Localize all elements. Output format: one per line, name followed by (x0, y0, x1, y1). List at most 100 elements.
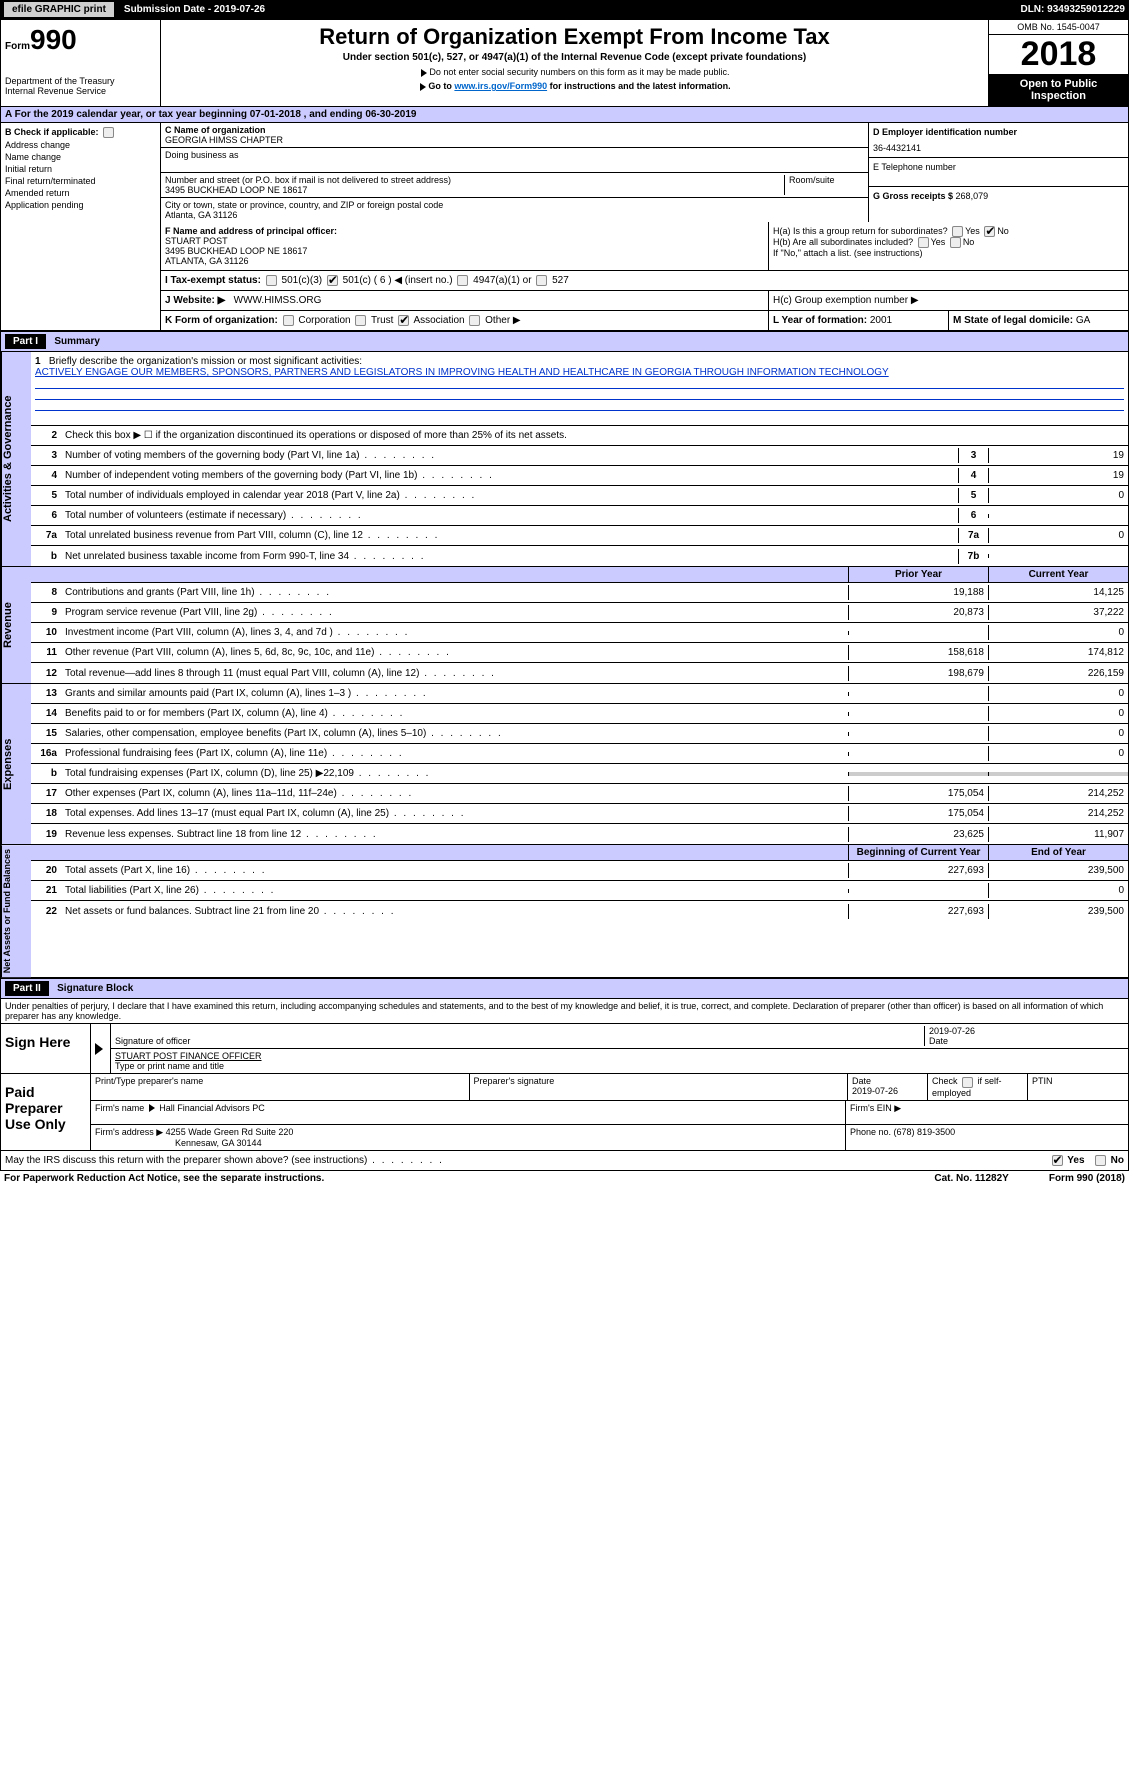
gov-line: 5Total number of individuals employed in… (31, 486, 1128, 506)
header-center: Return of Organization Exempt From Incom… (161, 20, 988, 106)
opt-name: Name change (5, 152, 156, 162)
gov-line: 7aTotal unrelated business revenue from … (31, 526, 1128, 546)
checkbox-icon[interactable] (355, 315, 366, 326)
submission-date: Submission Date - 2019-07-26 (124, 4, 265, 15)
room-suite: Room/suite (784, 175, 864, 195)
sign-here-row: Sign Here Signature of officer 2019-07-2… (1, 1024, 1128, 1074)
data-line: 17Other expenses (Part IX, column (A), l… (31, 784, 1128, 804)
checkbox-checked-icon[interactable] (1052, 1155, 1063, 1166)
tax-year: 2018 (989, 35, 1128, 74)
opt-pending: Application pending (5, 200, 156, 210)
dln-label: DLN: 93493259012229 (1020, 4, 1125, 15)
preparer-row: Paid Preparer Use Only Print/Type prepar… (1, 1074, 1128, 1149)
box-h: H(a) Is this a group return for subordin… (768, 222, 1128, 270)
checkbox-checked-icon[interactable] (398, 315, 409, 326)
sign-content: Signature of officer 2019-07-26Date STUA… (111, 1024, 1128, 1073)
box-lm: L Year of formation: 2001 M State of leg… (768, 311, 1128, 330)
sig-name-line: STUART POST FINANCE OFFICERType or print… (111, 1049, 1128, 1073)
irs-label: Internal Revenue Service (5, 86, 156, 96)
box-c-name: C Name of organizationGEORGIA HIMSS CHAP… (161, 123, 868, 148)
pra-notice: For Paperwork Reduction Act Notice, see … (4, 1173, 324, 1184)
vtab-governance: Activities & Governance (1, 352, 31, 566)
row-k: K Form of organization: Corporation Trus… (161, 311, 1128, 330)
row-f: F Name and address of principal officer:… (161, 222, 1128, 271)
ssn-note: Do not enter social security numbers on … (165, 67, 984, 77)
prep-header-row: Print/Type preparer's name Preparer's si… (91, 1074, 1128, 1100)
col-deg: D Employer identification number36-44321… (868, 123, 1128, 222)
period-row: A For the 2019 calendar year, or tax yea… (0, 107, 1129, 123)
checkbox-checked-icon[interactable] (984, 226, 995, 237)
arrow-icon (421, 69, 427, 77)
opt-initial: Initial return (5, 164, 156, 174)
vtab-netassets: Net Assets or Fund Balances (1, 845, 31, 977)
data-line: 11Other revenue (Part VIII, column (A), … (31, 643, 1128, 663)
opt-address: Address change (5, 140, 156, 150)
box-c-dba: Doing business as (161, 148, 868, 173)
arrow-icon (95, 1043, 103, 1055)
data-line: bTotal fundraising expenses (Part IX, co… (31, 764, 1128, 784)
box-m: M State of legal domicile: GA (949, 311, 1128, 330)
h-b: H(b) Are all subordinates included? Yes … (773, 237, 1124, 248)
checkbox-icon[interactable] (469, 315, 480, 326)
signature-block: Sign Here Signature of officer 2019-07-2… (0, 1024, 1129, 1150)
cat-no: Cat. No. 11282Y (934, 1173, 1008, 1184)
box-k: K Form of organization: Corporation Trus… (161, 311, 768, 330)
row-j: J Website: ▶ WWW.HIMSS.ORG H(c) Group ex… (161, 291, 1128, 311)
form-subtitle: Under section 501(c), 527, or 4947(a)(1)… (165, 52, 984, 63)
data-line: 10Investment income (Part VIII, column (… (31, 623, 1128, 643)
form-header: Form990 Department of the Treasury Inter… (0, 19, 1129, 107)
gov-line: 2Check this box ▶ ☐ if the organization … (31, 426, 1128, 446)
data-line: 20Total assets (Part X, line 16)227,6932… (31, 861, 1128, 881)
box-j: J Website: ▶ WWW.HIMSS.ORG (161, 291, 768, 310)
rev-header: Prior YearCurrent Year (31, 567, 1128, 583)
box-e: E Telephone number (869, 158, 1128, 187)
checkbox-icon[interactable] (950, 237, 961, 248)
header-right: OMB No. 1545-0047 2018 Open to Public In… (988, 20, 1128, 106)
data-line: 18Total expenses. Add lines 13–17 (must … (31, 804, 1128, 824)
box-c-city: City or town, state or province, country… (161, 198, 868, 222)
part1-header: Part I Summary (0, 331, 1129, 352)
checkbox-icon[interactable] (536, 275, 547, 286)
checkbox-icon[interactable] (457, 275, 468, 286)
na-lines: Beginning of Current YearEnd of Year 20T… (31, 845, 1128, 977)
checkbox-checked-icon[interactable] (327, 275, 338, 286)
row-i: I Tax-exempt status: 501(c)(3) 501(c) ( … (161, 271, 1128, 291)
data-line: 8Contributions and grants (Part VIII, li… (31, 583, 1128, 603)
box-d: D Employer identification number36-44321… (869, 123, 1128, 158)
box-g: G Gross receipts $ 268,079 (869, 187, 1128, 205)
box-l: L Year of formation: 2001 (769, 311, 949, 330)
vtab-expenses: Expenses (1, 684, 31, 844)
omb-number: OMB No. 1545-0047 (989, 20, 1128, 35)
checkbox-icon[interactable] (1095, 1155, 1106, 1166)
checkbox-icon[interactable] (918, 237, 929, 248)
form990-link[interactable]: www.irs.gov/Form990 (454, 81, 547, 91)
preparer-label: Paid Preparer Use Only (1, 1074, 91, 1149)
mission-block: 1 Briefly describe the organization's mi… (31, 352, 1128, 426)
gov-lines: 1 Briefly describe the organization's mi… (31, 352, 1128, 566)
prep-firm-row: Firm's name Hall Financial Advisors PC F… (91, 1101, 1128, 1125)
gov-line: bNet unrelated business taxable income f… (31, 546, 1128, 566)
form-ref: Form 990 (2018) (1049, 1173, 1125, 1184)
col-b: B Check if applicable: Address change Na… (1, 123, 161, 330)
section-governance: Activities & Governance 1 Briefly descri… (0, 352, 1129, 567)
sign-here-label: Sign Here (1, 1024, 91, 1073)
checkbox-icon[interactable] (283, 315, 294, 326)
na-header: Beginning of Current YearEnd of Year (31, 845, 1128, 861)
checkbox-icon[interactable] (962, 1077, 973, 1088)
mission-text: ACTIVELY ENGAGE OUR MEMBERS, SPONSORS, P… (35, 367, 889, 378)
open-public-badge: Open to Public Inspection (989, 74, 1128, 106)
form-title: Return of Organization Exempt From Incom… (165, 24, 984, 50)
checkbox-icon[interactable] (952, 226, 963, 237)
opt-amended: Amended return (5, 188, 156, 198)
top-bar: efile GRAPHIC print Submission Date - 20… (0, 0, 1129, 19)
data-line: 12Total revenue—add lines 8 through 11 (… (31, 663, 1128, 683)
checkbox-icon[interactable] (266, 275, 277, 286)
rev-lines: Prior YearCurrent Year 8Contributions an… (31, 567, 1128, 683)
section-netassets: Net Assets or Fund Balances Beginning of… (0, 845, 1129, 978)
section-expenses: Expenses 13Grants and similar amounts pa… (0, 684, 1129, 845)
goto-note: Go to www.irs.gov/Form990 for instructio… (165, 81, 984, 91)
exp-lines: 13Grants and similar amounts paid (Part … (31, 684, 1128, 844)
part2-header: Part II Signature Block (0, 978, 1129, 999)
checkbox-icon[interactable] (103, 127, 114, 138)
footer: For Paperwork Reduction Act Notice, see … (0, 1171, 1129, 1186)
